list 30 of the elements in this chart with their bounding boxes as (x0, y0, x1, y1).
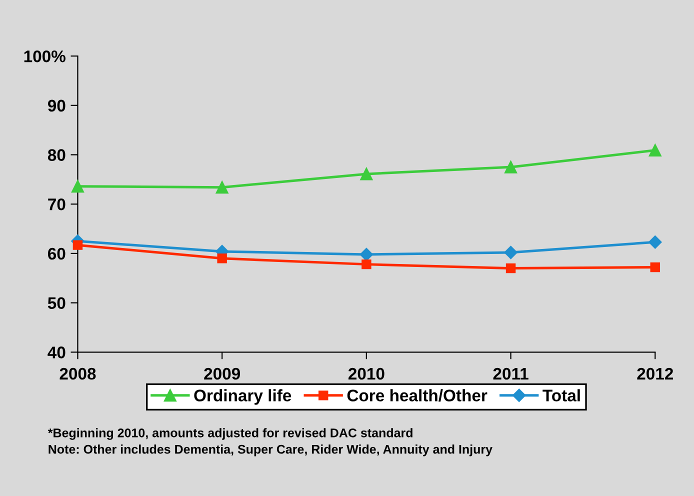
y-tick-label: 100% (24, 50, 66, 62)
y-tick-label: 90 (48, 100, 66, 112)
y-tick-label: 80 (48, 149, 66, 161)
point (360, 248, 374, 262)
point (360, 168, 373, 180)
legend-label: Core health/Other (347, 389, 488, 402)
y-tick-label: 50 (48, 297, 66, 310)
point (362, 259, 372, 270)
text: Note: Other includes Dementia, Super Care, Rider Wide, Annuity and Injury (48, 444, 492, 456)
x-tick-label: 2010 (348, 368, 384, 380)
point (648, 236, 662, 249)
point (72, 240, 83, 250)
point (216, 181, 228, 194)
y-tick-label: 40 (48, 346, 66, 358)
point (217, 254, 227, 264)
legend-label: Ordinary life (194, 389, 292, 405)
text: *Beginning 2010, amounts adjusted for revised DAC standard (48, 428, 412, 440)
y-tick-label: 70 (48, 198, 66, 210)
x-tick-label: 2009 (204, 368, 240, 380)
legend-label: Total (542, 389, 580, 402)
point (648, 144, 662, 157)
y-tick-label: 60 (48, 248, 66, 260)
x-tick-label: 2008 (60, 368, 96, 380)
x-tick-label: 2011 (493, 368, 528, 380)
point (504, 160, 518, 174)
point (504, 246, 518, 260)
point (71, 180, 84, 193)
x-tick-label: 2012 (637, 368, 674, 380)
point (650, 262, 660, 272)
point (506, 263, 516, 274)
